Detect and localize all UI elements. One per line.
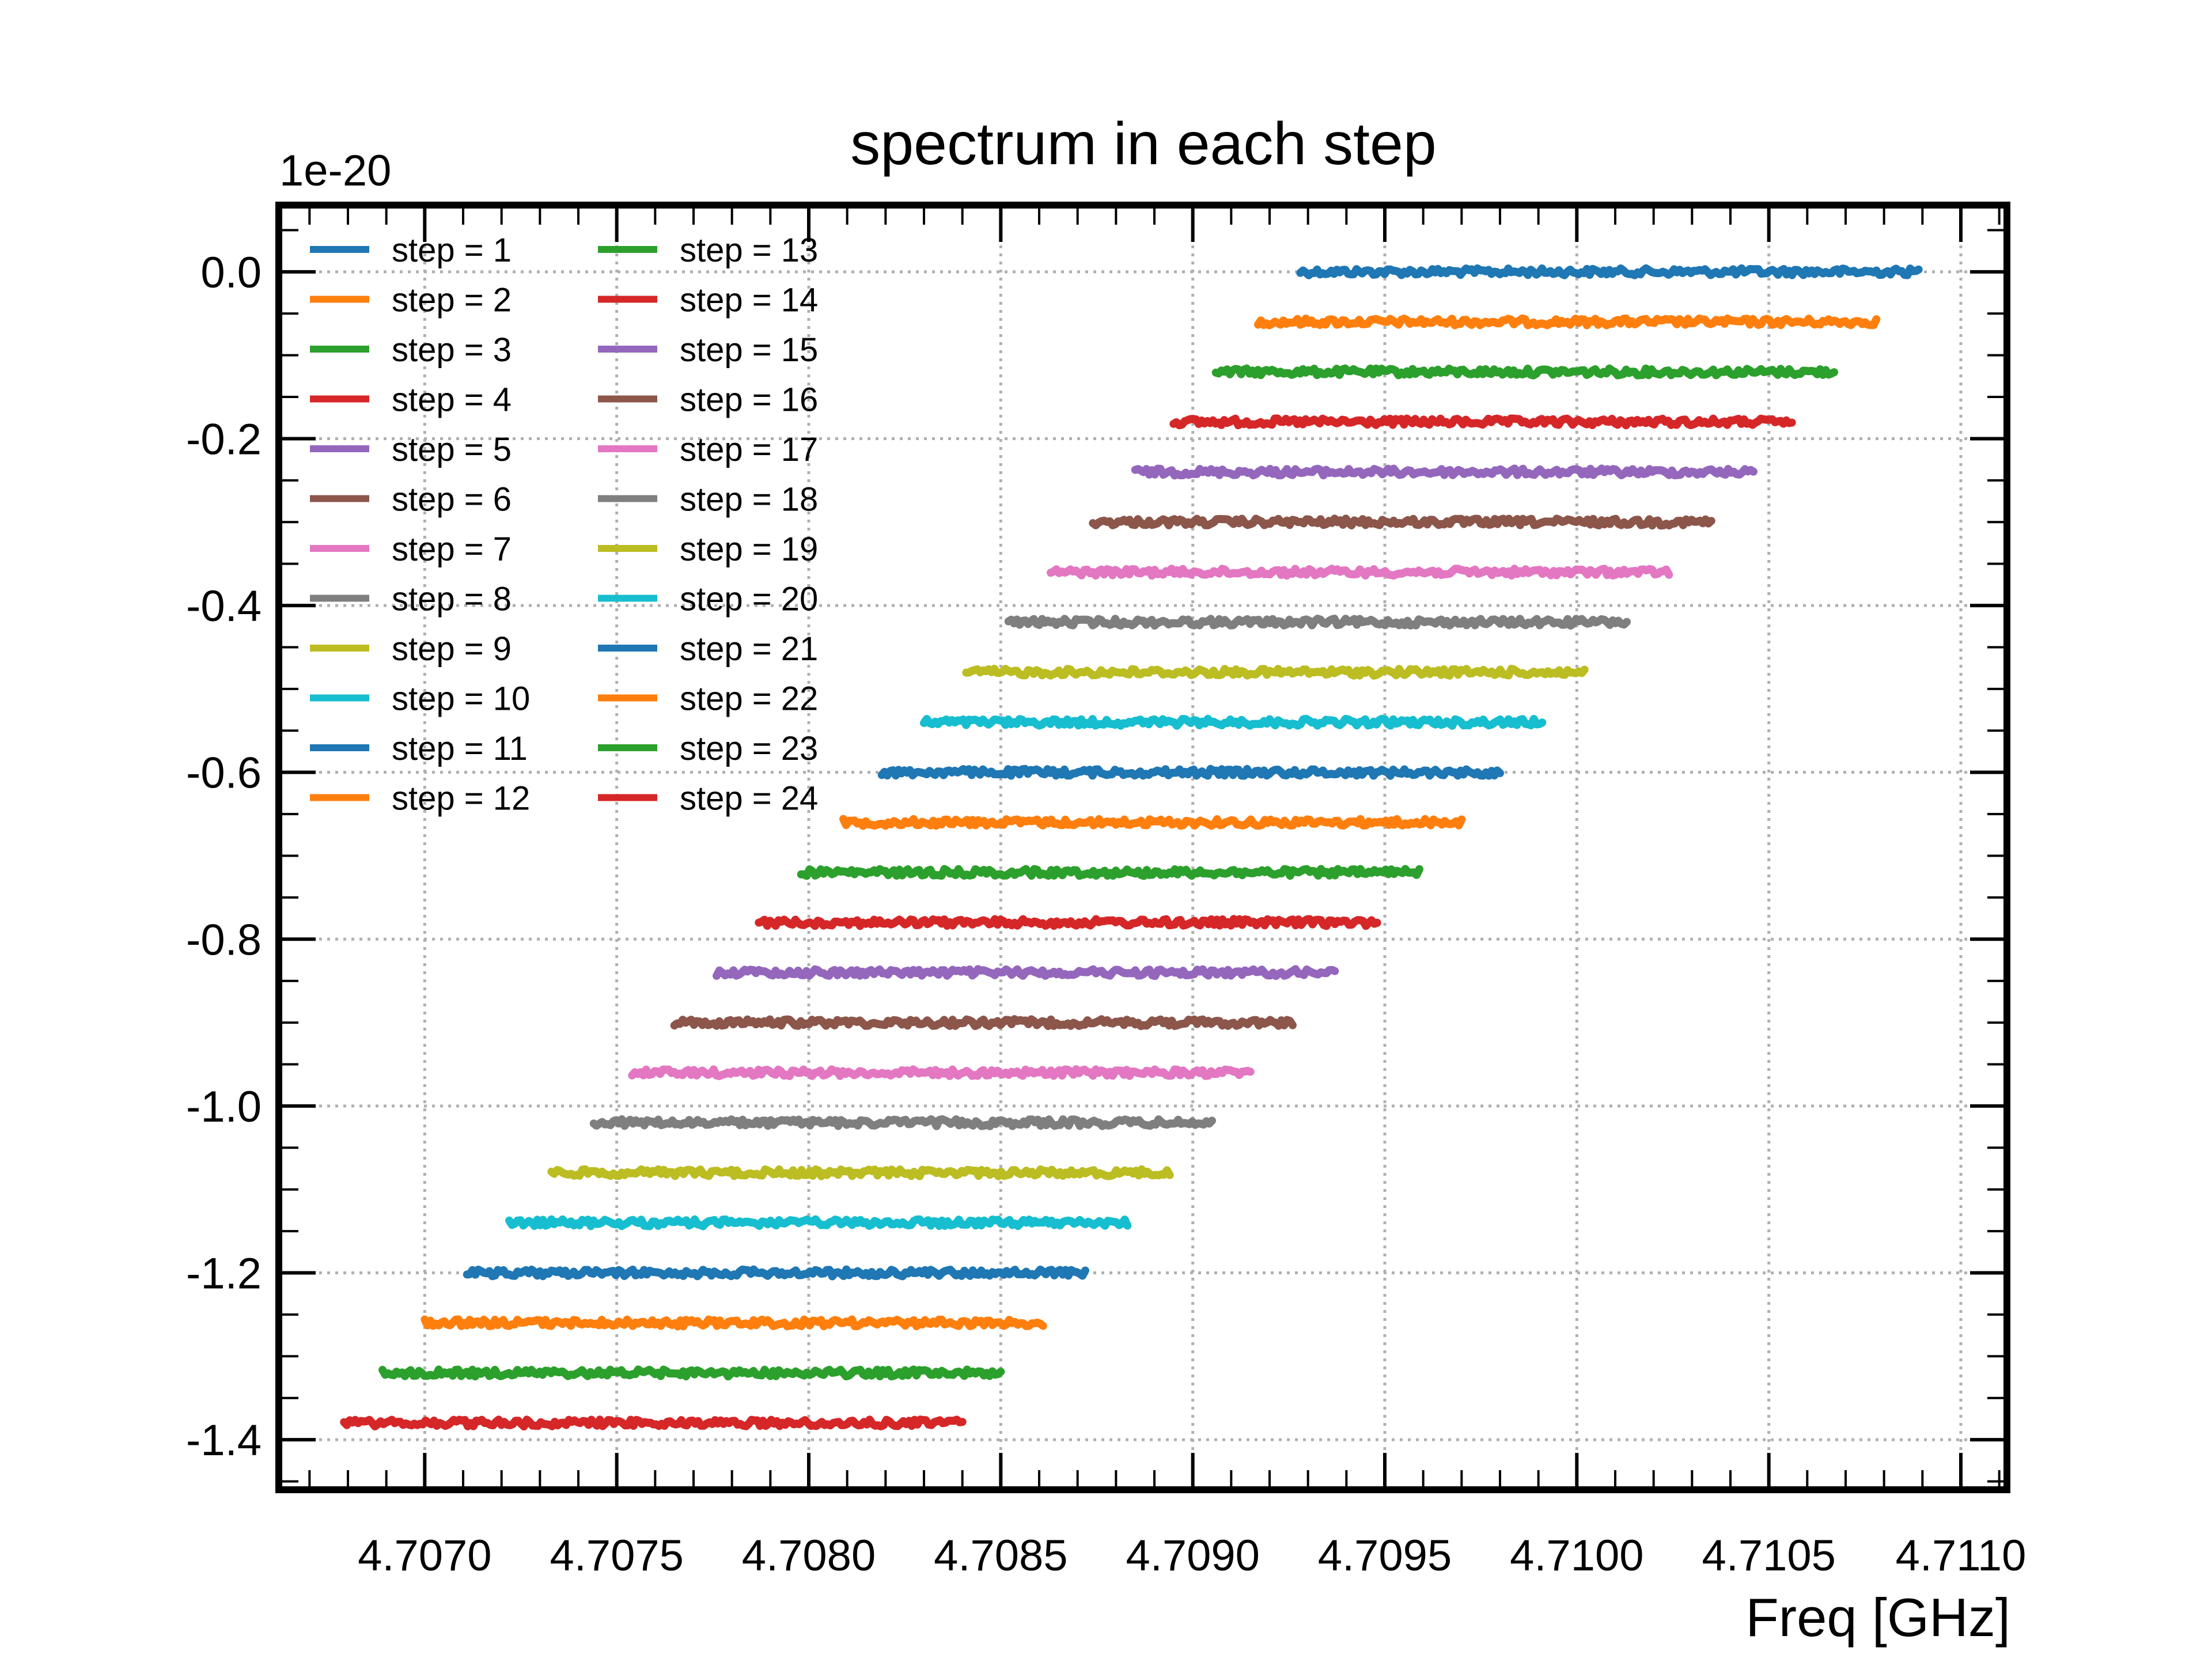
series-lines [340, 264, 1923, 1431]
legend-label: step = 23 [680, 730, 818, 767]
series-line-step-18 [589, 1115, 1216, 1130]
y-tick-label: 0.0 [200, 248, 262, 297]
series-line-step-10 [920, 714, 1547, 730]
series-line-step-16 [670, 1015, 1297, 1031]
y-tick-label: -1.4 [186, 1416, 262, 1465]
series-line-step-14 [755, 915, 1381, 930]
legend-label: step = 18 [680, 481, 818, 518]
x-tick-label: 4.7105 [1702, 1531, 1835, 1580]
series-line-step-9 [962, 664, 1589, 680]
x-tick-label: 4.7080 [742, 1531, 876, 1580]
y-tick-labels: 0.0 -0.2 -0.4 -0.6 -0.8 -1.0 -1.2 -1.4 [186, 248, 262, 1465]
legend-label: step = 24 [680, 780, 818, 817]
legend-label: step = 7 [392, 531, 512, 568]
x-tick-label: 4.7075 [550, 1531, 683, 1580]
series-line-step-15 [713, 965, 1339, 980]
series-line-step-21 [463, 1265, 1089, 1281]
x-tick-labels: 4.7070 4.7075 4.7080 4.7085 4.7090 4.7095 4.71… [358, 1531, 2026, 1580]
series-line-step-11 [877, 764, 1504, 780]
legend-label: step = 11 [392, 730, 528, 767]
x-tick-label: 4.7090 [1126, 1531, 1259, 1580]
series-line-step-20 [505, 1215, 1132, 1231]
x-tick-label: 4.7095 [1318, 1531, 1452, 1580]
series-line-step-8 [1004, 615, 1631, 630]
series-line-step-13 [797, 865, 1423, 880]
series-line-step-2 [1254, 314, 1881, 330]
legend-label: step = 22 [680, 680, 818, 718]
legend-label: step = 16 [680, 381, 818, 419]
legend-label: step = 8 [392, 581, 512, 618]
legend-label: step = 21 [680, 630, 818, 668]
series-line-step-5 [1131, 464, 1758, 480]
x-axis-label: Freq [GHz] [1745, 1587, 2010, 1648]
legend-label: step = 5 [392, 431, 512, 468]
y-tick-label: -1.2 [186, 1250, 262, 1298]
legend-label: step = 9 [392, 630, 512, 668]
plot-frame [275, 202, 2010, 1493]
legend-label: step = 3 [392, 331, 512, 369]
y-tick-label: -0.2 [186, 415, 262, 464]
series-line-step-24 [340, 1415, 967, 1431]
legend-label: step = 10 [392, 680, 530, 718]
x-tick-label: 4.7070 [358, 1531, 491, 1580]
legend-label: step = 14 [680, 282, 818, 319]
axis-ticks [279, 205, 2007, 1490]
y-tick-label: -0.8 [186, 915, 262, 964]
series-line-step-22 [421, 1315, 1047, 1331]
chart-title: spectrum in each step [850, 111, 1436, 177]
x-tick-label: 4.7110 [1896, 1531, 2027, 1580]
legend-label: step = 6 [392, 481, 512, 518]
legend-label: step = 15 [680, 331, 818, 369]
y-tick-label: -1.0 [186, 1082, 262, 1131]
legend-label: step = 1 [392, 232, 512, 269]
legend-label: step = 20 [680, 581, 818, 618]
series-line-step-23 [378, 1365, 1005, 1381]
series-line-step-17 [628, 1065, 1255, 1080]
series-line-step-7 [1047, 565, 1673, 580]
legend-label: step = 19 [680, 531, 818, 568]
legend-label: step = 4 [392, 381, 512, 419]
series-line-step-4 [1169, 414, 1796, 430]
x-tick-label: 4.7085 [934, 1531, 1067, 1580]
series-line-step-19 [547, 1165, 1174, 1180]
series-line-step-3 [1211, 364, 1838, 380]
series-line-step-1 [1296, 264, 1923, 279]
series-line-step-6 [1089, 514, 1715, 530]
y-axis-multiplier: 1e-20 [279, 146, 391, 195]
legend: step = 1 step = 2 step = 3 step = 4 step = 5… [310, 232, 818, 817]
legend-label: step = 13 [680, 232, 818, 269]
y-tick-label: -0.4 [186, 582, 262, 631]
series-line-step-12 [839, 815, 1466, 830]
legend-label: step = 17 [680, 431, 818, 468]
legend-label: step = 2 [392, 282, 512, 319]
y-tick-label: -0.6 [186, 749, 262, 798]
legend-label: step = 12 [392, 780, 530, 817]
x-tick-label: 4.7100 [1510, 1531, 1643, 1580]
